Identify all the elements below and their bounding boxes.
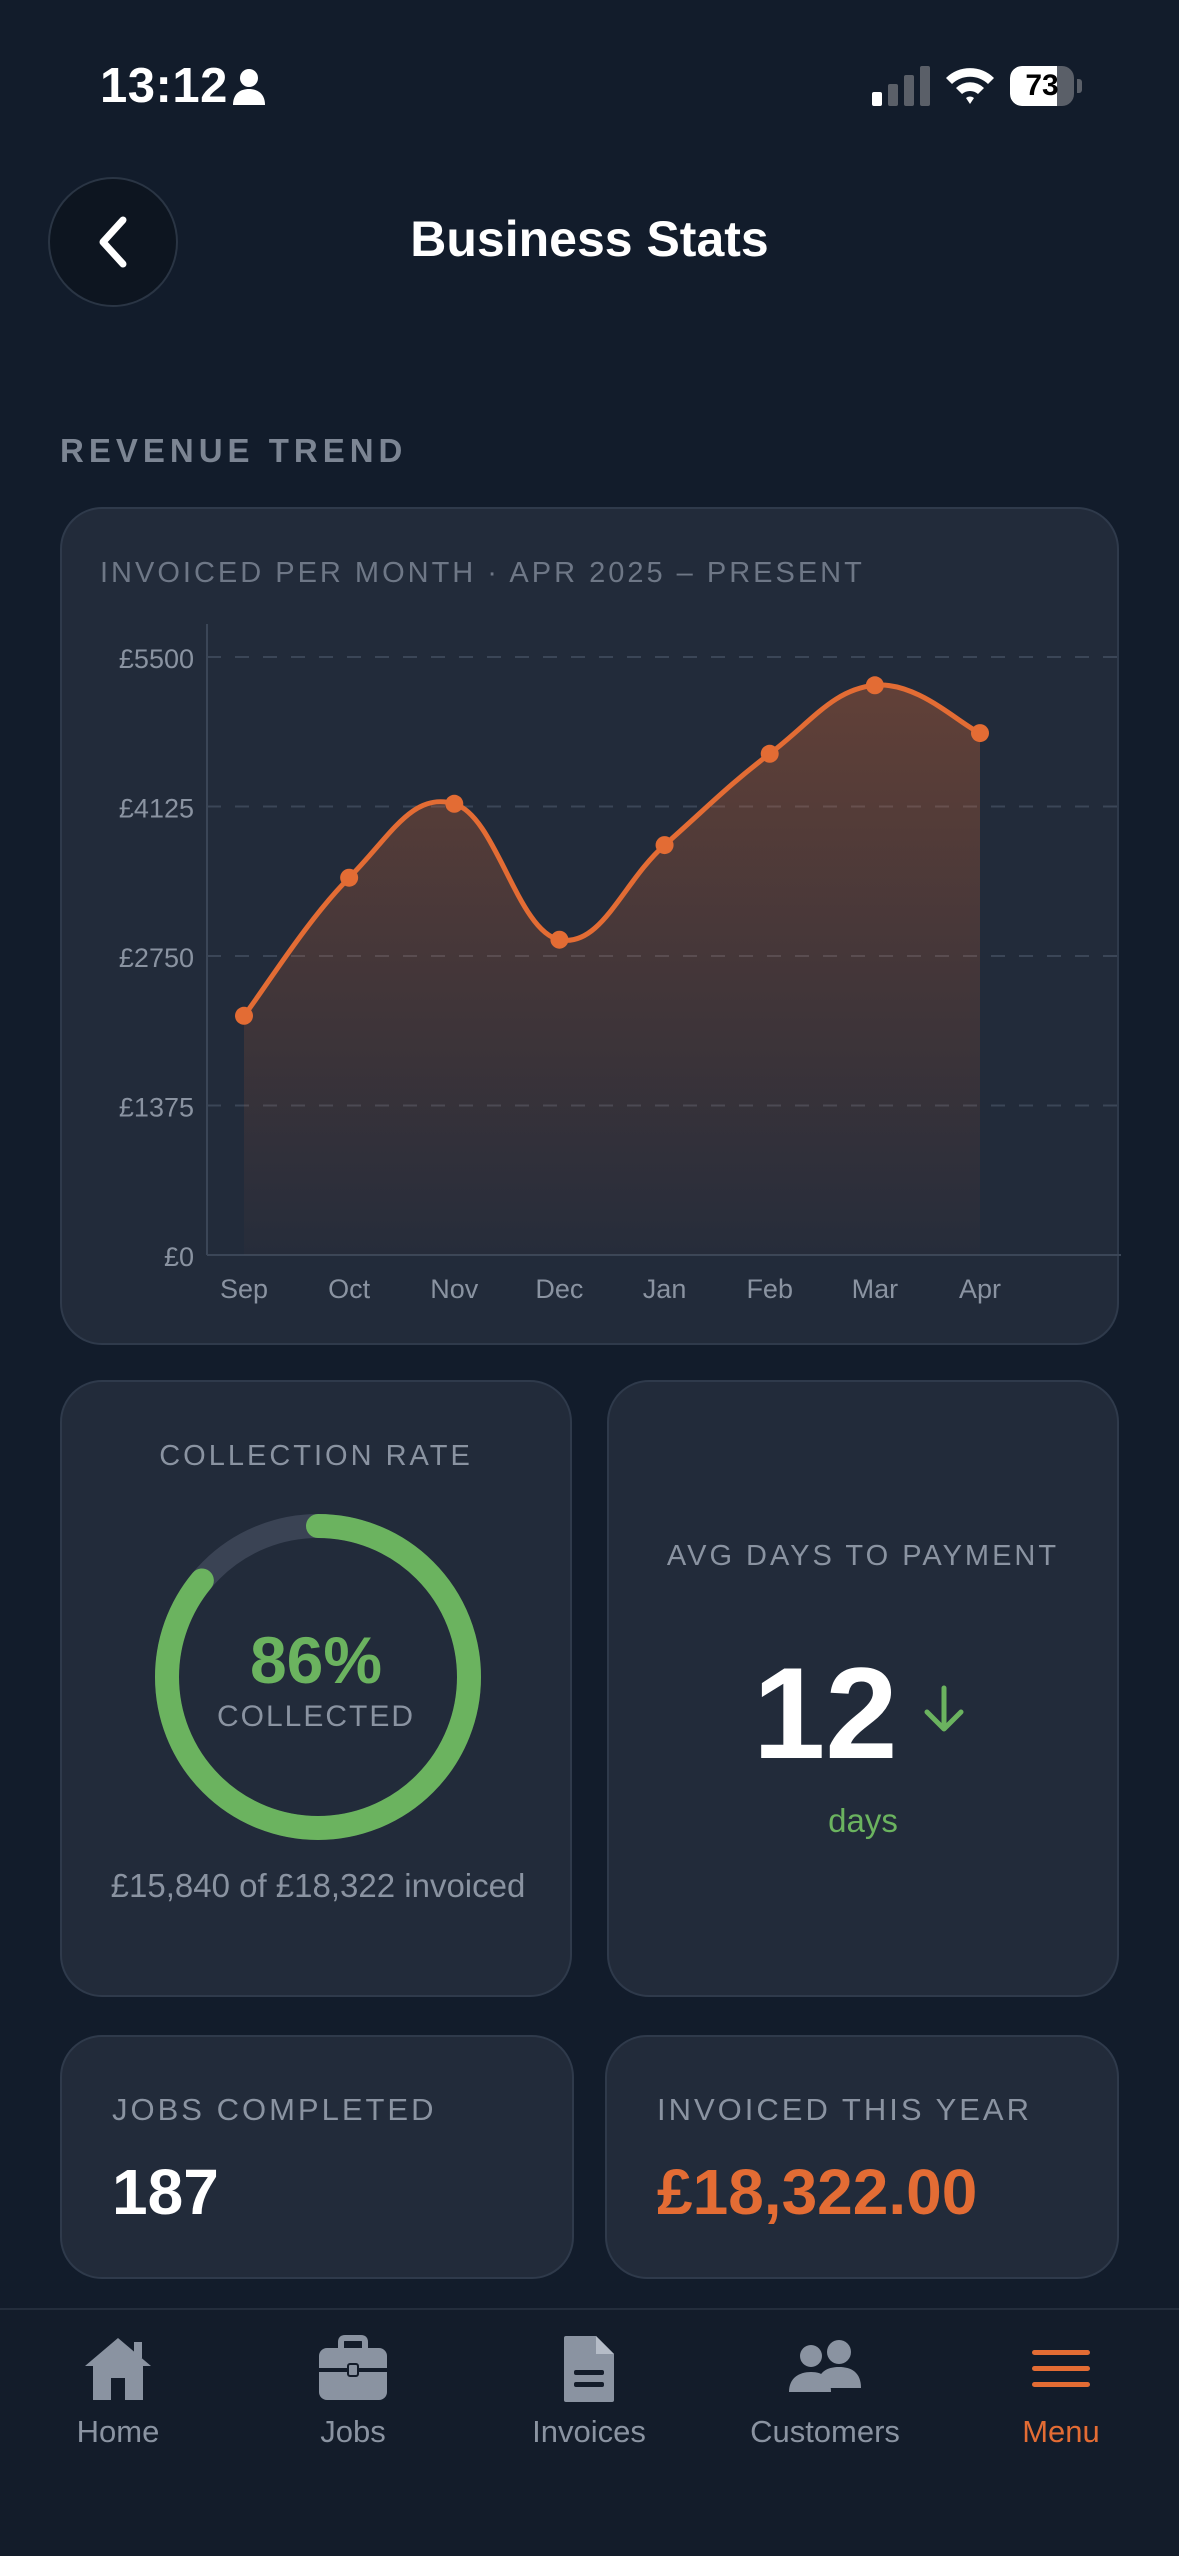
x-tick-label: Feb: [746, 1274, 793, 1304]
menu-icon: [1032, 2350, 1090, 2387]
y-tick-label: £4125: [119, 794, 194, 824]
revenue-chart: £0 £1375 £2750 £4125 £5500 Sep Oct Nov Dec Jan Fe…: [119, 624, 1121, 1304]
x-tick-label: Oct: [328, 1274, 371, 1304]
battery-percent: 73: [1025, 69, 1059, 102]
section-label-revenue: REVENUE TREND: [60, 432, 408, 469]
data-point-oct: [340, 868, 359, 887]
tab-home-label: Home: [76, 2414, 160, 2449]
collection-label: COLLECTED: [216, 1700, 416, 1733]
status-bar: 13:12 73: [0, 0, 1179, 170]
avg-days-unit: days: [828, 1802, 898, 1839]
jobs-completed-card: JOBS COMPLETED 187: [60, 2035, 574, 2279]
collection-rate-card: COLLECTION RATE 86% COLLECTED £15,840 of…: [60, 1380, 572, 1997]
document-icon: [564, 2336, 614, 2402]
invoiced-this-year-label: INVOICED THIS YEAR: [657, 2092, 1032, 2127]
back-button[interactable]: [48, 177, 178, 307]
jobs-completed-label: JOBS COMPLETED: [112, 2092, 437, 2127]
chart-subtitle: INVOICED PER MONTH · APR 2025 – PRESENT: [100, 557, 865, 589]
status-time: 13:12: [100, 59, 228, 113]
signal-icon: [872, 66, 930, 106]
invoiced-this-year-card: INVOICED THIS YEAR £18,322.00: [605, 2035, 1119, 2279]
data-point-jan: [655, 836, 674, 855]
tab-customers[interactable]: Customers: [707, 2334, 943, 2474]
revenue-chart-card: INVOICED PER MONTH · APR 2025 – PRESENT …: [60, 507, 1121, 1345]
page-title: Business Stats: [410, 211, 769, 267]
avg-days-card: AVG DAYS TO PAYMENT 12 days: [607, 1380, 1119, 1997]
tab-jobs[interactable]: Jobs: [235, 2334, 471, 2474]
avg-days-value: 12: [753, 1640, 898, 1786]
collection-ring: [155, 1514, 481, 1840]
y-tick-label: £1375: [119, 1093, 194, 1123]
users-icon: [789, 2340, 861, 2392]
x-tick-label: Jan: [643, 1274, 687, 1304]
tab-menu[interactable]: Menu: [943, 2334, 1179, 2474]
tab-menu-label: Menu: [1022, 2414, 1100, 2449]
x-tick-label: Mar: [852, 1274, 899, 1304]
collection-summary: £15,840 of £18,322 invoiced: [110, 1867, 526, 1904]
data-point-mar: [865, 676, 884, 695]
x-tick-label: Dec: [535, 1274, 583, 1304]
collection-title: COLLECTION RATE: [159, 1440, 473, 1472]
jobs-completed-value: 187: [112, 2156, 219, 2228]
briefcase-icon: [319, 2335, 387, 2400]
x-tick-label: Apr: [959, 1274, 1001, 1304]
avg-days-title: AVG DAYS TO PAYMENT: [666, 1540, 1060, 1572]
tab-invoices[interactable]: Invoices: [471, 2334, 707, 2474]
y-tick-label: £2750: [119, 943, 194, 973]
data-point-feb: [760, 744, 779, 763]
tab-home[interactable]: Home: [0, 2334, 236, 2474]
battery-indicator: 73: [1010, 66, 1082, 106]
y-tick-label: £0: [164, 1242, 194, 1272]
tab-customers-label: Customers: [750, 2414, 900, 2449]
tab-jobs-label: Jobs: [320, 2414, 386, 2449]
arrow-down-icon: [924, 1685, 964, 1732]
chevron-left-icon: [99, 216, 127, 268]
area-fill: [244, 684, 980, 1255]
collection-percent: 86%: [249, 1623, 383, 1697]
data-point-nov: [445, 794, 464, 813]
invoiced-this-year-value: £18,322.00: [657, 2156, 978, 2228]
tab-invoices-label: Invoices: [532, 2414, 646, 2449]
data-point-dec: [550, 930, 569, 949]
data-point-apr: [971, 724, 989, 743]
x-tick-label: Nov: [430, 1274, 479, 1304]
wifi-icon: [946, 68, 994, 104]
person-icon: [233, 69, 265, 105]
home-icon: [85, 2338, 151, 2400]
tab-bar: Home Jobs Invoices Customers: [0, 2308, 1179, 2556]
y-tick-label: £5500: [119, 644, 194, 674]
x-tick-label: Sep: [220, 1274, 268, 1304]
data-point-sep: [235, 1006, 253, 1025]
